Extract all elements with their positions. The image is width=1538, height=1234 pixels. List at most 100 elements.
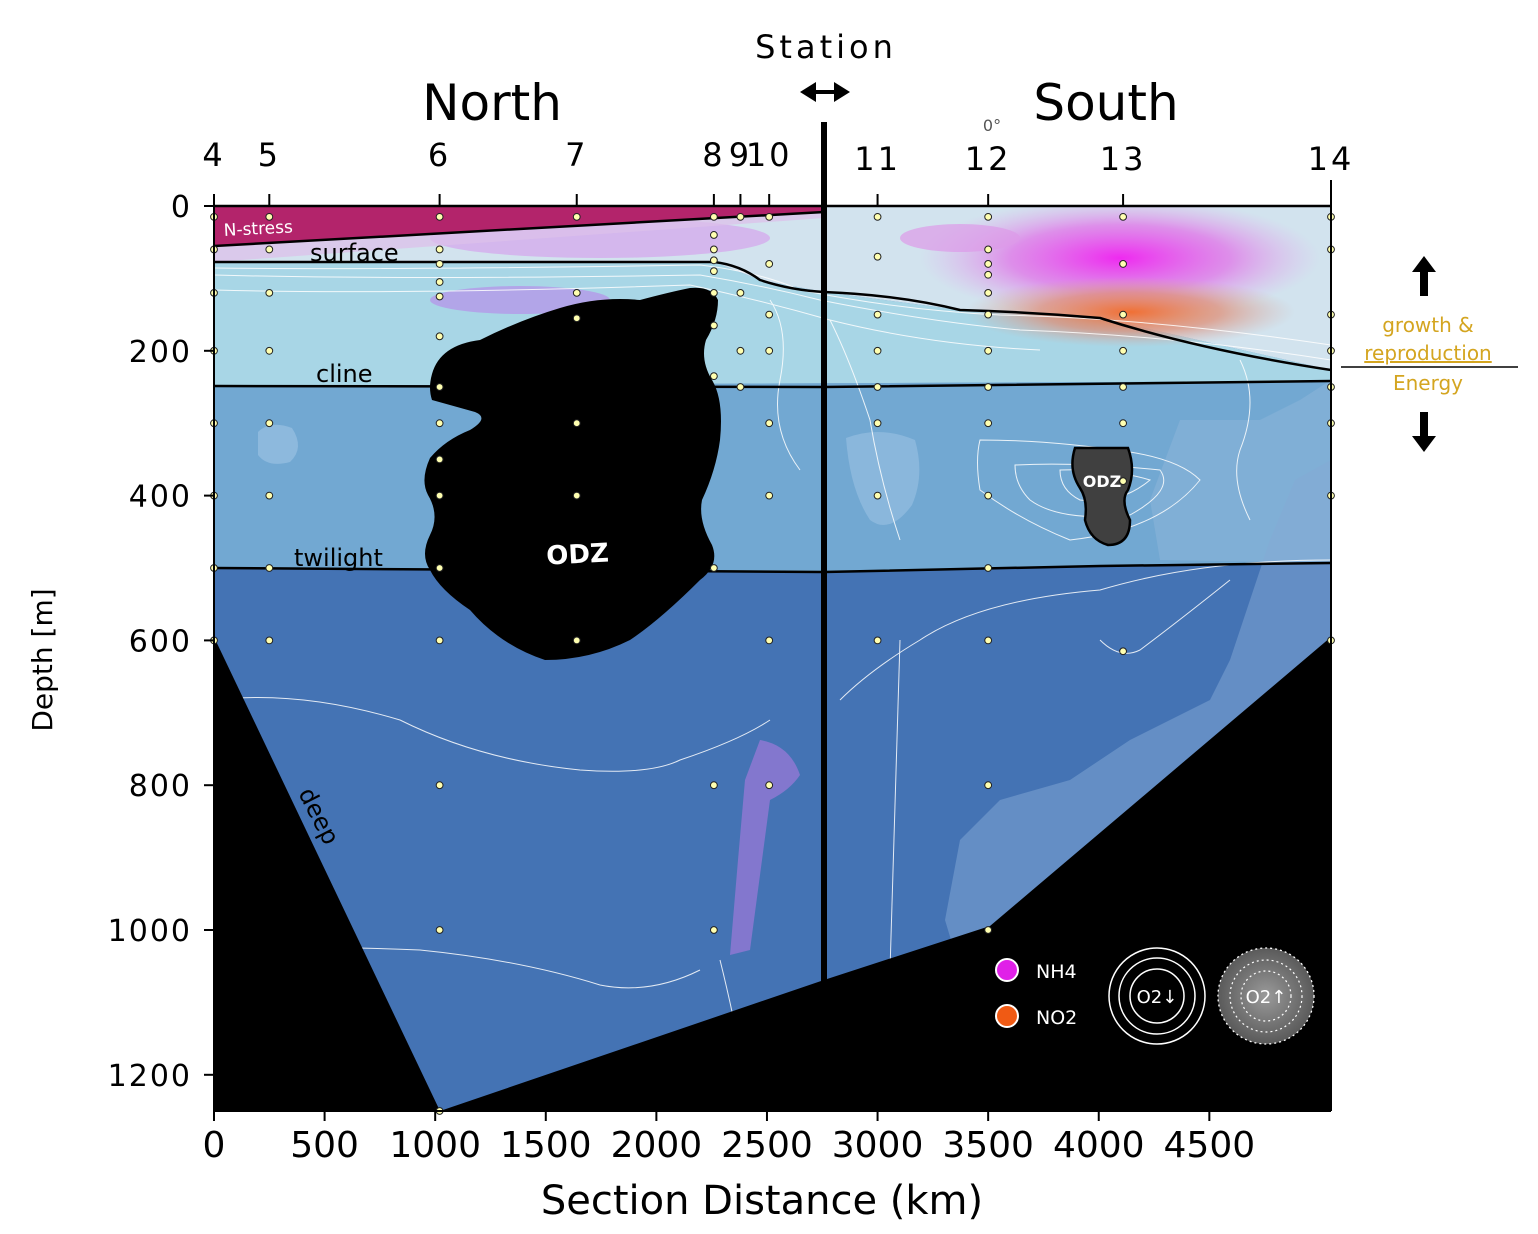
odz-label-south: ODZ bbox=[1083, 472, 1121, 491]
no2-legend-marker bbox=[995, 1004, 1019, 1028]
sample-point bbox=[435, 245, 444, 254]
sample-point bbox=[984, 383, 993, 391]
odz-north bbox=[424, 287, 721, 660]
y-tick-label: 0 bbox=[171, 190, 192, 225]
sample-point bbox=[709, 321, 718, 330]
station-label: 6 bbox=[428, 136, 451, 174]
y-tick-label: 1000 bbox=[108, 914, 192, 949]
sample-point bbox=[765, 346, 774, 355]
x-axis-ticks: 0 500 1000 1500 2000 2500 3000 3500 4000 4500 bbox=[203, 1111, 1255, 1166]
o2-increase-patch bbox=[1150, 380, 1331, 563]
sample-point bbox=[984, 419, 993, 428]
x-tick-label: 4000 bbox=[1053, 1125, 1145, 1166]
sample-point bbox=[984, 926, 993, 934]
station-label: 4 bbox=[202, 136, 225, 174]
sample-point bbox=[765, 260, 774, 268]
sample-point bbox=[984, 260, 993, 268]
sample-point bbox=[709, 267, 718, 276]
nh4-plume-north bbox=[900, 224, 1020, 252]
sample-point bbox=[709, 231, 718, 239]
station-label: 12 bbox=[965, 140, 1012, 178]
x-tick-label: 500 bbox=[290, 1125, 359, 1166]
sample-point bbox=[435, 926, 444, 934]
plot-area bbox=[214, 206, 1331, 1111]
sample-point bbox=[873, 252, 882, 261]
sample-point bbox=[572, 314, 581, 323]
sample-point bbox=[984, 212, 993, 221]
sample-point bbox=[265, 636, 274, 645]
energy-note-bottom: Energy bbox=[1393, 371, 1463, 395]
sample-point bbox=[265, 212, 274, 221]
sample-point bbox=[984, 564, 993, 572]
sample-point bbox=[736, 346, 745, 355]
sample-point bbox=[265, 288, 274, 297]
north-label: North bbox=[422, 74, 562, 132]
sample-point bbox=[736, 212, 745, 221]
sample-point bbox=[1119, 419, 1127, 428]
station-label: 13 bbox=[1100, 140, 1147, 178]
sample-point bbox=[765, 419, 774, 428]
station-label: 7 bbox=[565, 136, 588, 174]
sample-point bbox=[709, 256, 718, 265]
chemistry-legend: NH4 NO2 bbox=[995, 958, 1077, 1029]
o2-increase-label: O2↑ bbox=[1246, 987, 1287, 1008]
sample-point bbox=[435, 212, 444, 221]
sample-point bbox=[1119, 260, 1127, 268]
sample-point bbox=[265, 564, 274, 572]
zone-label-cline: cline bbox=[316, 360, 373, 388]
station-label: 9 bbox=[729, 136, 752, 174]
sample-point bbox=[265, 491, 274, 500]
x-tick-label: 1500 bbox=[500, 1125, 592, 1166]
sample-point bbox=[709, 564, 718, 572]
sample-point bbox=[873, 212, 882, 221]
low-o2-patch bbox=[258, 424, 299, 464]
sample-point bbox=[873, 346, 882, 355]
sample-point bbox=[873, 383, 882, 391]
sample-point bbox=[435, 278, 444, 286]
station-header-label: Station bbox=[755, 28, 897, 66]
y-axis-ticks: 0 200 400 600 800 1000 1200 bbox=[108, 190, 214, 1094]
odz-south bbox=[1071, 446, 1134, 547]
sample-point bbox=[873, 419, 882, 428]
sample-point bbox=[435, 564, 444, 572]
sample-point bbox=[1119, 310, 1127, 319]
sample-point bbox=[765, 310, 774, 319]
energy-note-middle: reproduction bbox=[1364, 341, 1491, 365]
station-label: 5 bbox=[258, 136, 281, 174]
south-label: South bbox=[1033, 74, 1178, 132]
sample-points bbox=[210, 212, 1335, 1115]
up-arrow-icon bbox=[1412, 256, 1436, 296]
sample-point bbox=[435, 419, 444, 428]
x-tick-label: 3000 bbox=[832, 1125, 924, 1166]
o2-increase-icon bbox=[1217, 947, 1315, 1045]
sample-point bbox=[709, 926, 718, 934]
o2-decrease-label: O2↓ bbox=[1137, 987, 1178, 1008]
y-tick-label: 200 bbox=[129, 335, 192, 370]
y-axis-label: Depth [m] bbox=[26, 588, 59, 731]
sample-point bbox=[984, 288, 993, 297]
sample-point bbox=[765, 781, 774, 790]
sample-point bbox=[709, 245, 718, 254]
x-axis-label: Section Distance (km) bbox=[541, 1178, 983, 1224]
sample-point bbox=[435, 636, 444, 645]
seafloor-north bbox=[214, 637, 440, 1111]
sample-point bbox=[709, 372, 718, 381]
y-tick-label: 800 bbox=[129, 769, 192, 804]
sample-point bbox=[1119, 346, 1127, 355]
sample-point bbox=[1119, 383, 1127, 391]
sample-point bbox=[435, 292, 444, 301]
sample-point bbox=[1119, 477, 1127, 486]
sample-point bbox=[984, 310, 993, 319]
station-label: 10 bbox=[746, 136, 793, 174]
sample-point bbox=[572, 491, 581, 500]
sample-point bbox=[873, 491, 882, 500]
sample-point bbox=[435, 260, 444, 268]
sample-point bbox=[1119, 212, 1127, 221]
odz-label-north: ODZ bbox=[546, 538, 610, 571]
sample-point bbox=[736, 288, 745, 297]
station-label: 14 bbox=[1308, 140, 1355, 178]
sample-point bbox=[1119, 647, 1127, 656]
double-arrow-icon bbox=[800, 82, 850, 102]
x-tick-label: 1000 bbox=[389, 1125, 481, 1166]
